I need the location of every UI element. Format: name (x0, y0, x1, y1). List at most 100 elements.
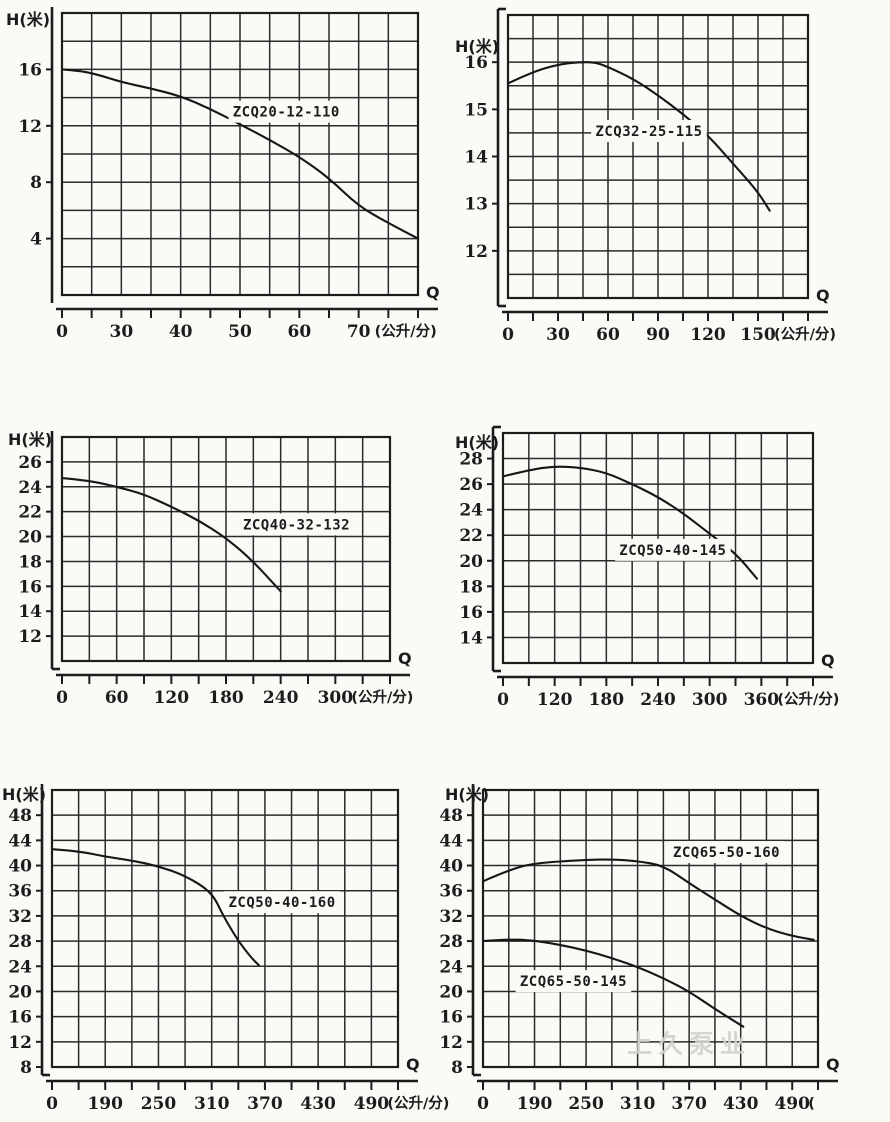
y-tick-label: 16 (8, 1008, 32, 1028)
x-tick-label: 70 (347, 322, 371, 342)
y-tick-label: 24 (18, 478, 42, 498)
y-tick-label: 36 (439, 882, 463, 902)
series-label-box (591, 120, 707, 143)
curve-zcq32-25-115 (506, 61, 771, 212)
x-tick-label: 360 (744, 690, 780, 710)
grid-lines (52, 790, 398, 1067)
y-tick-label: 8 (20, 1058, 32, 1078)
chart-block-zcq50-40-145: ZCQ50-40-145 28 26 24 22 20 18 16 14 0 120 180 240 30… (445, 418, 890, 720)
y-tick-label: 24 (8, 957, 32, 977)
chart-zcq65-50-160: 上久泵业 ZCQ65-50-160 ZCQ65-50-145 48 44 40 36 32 28… (439, 784, 840, 1114)
chart-block-zcq40-32-132: ZCQ40-32-132 26 24 22 20 18 16 14 12 0 60 120 180 240… (0, 418, 445, 720)
h-axis-label: H(米) (455, 37, 499, 56)
x-unit-label: (公升/分) (375, 323, 437, 340)
x-tick-label: 490 (774, 1094, 810, 1114)
y-axis (46, 7, 54, 303)
series-label: ZCQ32-25-115 (595, 124, 702, 140)
x-tick-label: 310 (194, 1094, 230, 1114)
y-tick-label: 12 (8, 1033, 32, 1053)
h-axis-label: H(米) (455, 433, 499, 452)
x-tick-label: 0 (56, 322, 68, 342)
chart-zcq50-40-160: ZCQ50-40-160 48 44 40 36 32 28 24 20 16 12 80 190 250… (2, 784, 449, 1114)
x-tick-label: 310 (620, 1094, 656, 1114)
x-tick-label: 120 (154, 688, 190, 708)
series-label: ZCQ40-32-132 (243, 517, 350, 533)
series-label-box (615, 538, 731, 561)
y-tick-label: 16 (459, 603, 483, 623)
h-axis-label: H(米) (8, 430, 52, 449)
grid-lines (62, 437, 390, 661)
x-tick-label: 240 (263, 688, 299, 708)
y-tick-label: 24 (439, 957, 463, 977)
x-tick-label: 430 (723, 1094, 759, 1114)
q-axis-label: Q (406, 1055, 420, 1074)
x-tick-label: 250 (141, 1094, 177, 1114)
chart-zcq50-40-145: ZCQ50-40-145 28 26 24 22 20 18 16 14 0 120 180 240 30… (455, 425, 839, 710)
y-axis (467, 784, 481, 1077)
grid-border (501, 431, 815, 665)
curve-zcq65-50-160 (481, 858, 815, 941)
series-label: ZCQ65-50-160 (673, 845, 780, 861)
q-axis-label: Q (426, 283, 440, 302)
y-tick-label: 44 (439, 831, 463, 851)
x-axis (46, 1079, 418, 1090)
x-tick-label: 120 (690, 325, 726, 345)
y-tick-label: 20 (439, 982, 463, 1002)
x-tick-label: 180 (208, 688, 244, 708)
h-axis-label: H(米) (6, 10, 50, 29)
q-axis-label: Q (398, 649, 412, 668)
y-axis (46, 431, 60, 671)
y-tick-label: 16 (18, 577, 42, 597)
y-tick-label: 15 (464, 100, 488, 120)
y-tick-label: 40 (439, 857, 463, 877)
x-tick-label: 370 (671, 1094, 707, 1114)
y-tick-label: 18 (18, 552, 42, 572)
x-tick-label: 150 (740, 325, 776, 345)
y-tick-label: 36 (8, 882, 32, 902)
y-tick-label: 26 (18, 453, 42, 473)
chart-block-zcq32-25-115: ZCQ32-25-115 16 15 14 13 12 0 30 60 90 120 150 (公升/分… (445, 0, 890, 345)
x-tick-label: 0 (56, 688, 68, 708)
x-tick-label: 60 (105, 688, 129, 708)
y-tick-label: 14 (459, 628, 483, 648)
y-tick-label: 28 (459, 450, 483, 470)
y-tick-label: 14 (464, 148, 488, 168)
chart-block-zcq20-12-110: ZCQ20-12-110 16 12 8 4 0 30 40 50 60 70 (公升/分) H(米) Q (0, 0, 445, 345)
y-tick-label: 32 (439, 907, 463, 927)
y-tick-label: 16 (439, 1008, 463, 1028)
x-tick-label: 250 (568, 1094, 604, 1114)
y-tick-label: 48 (439, 806, 463, 826)
y-tick-label: 26 (459, 475, 483, 495)
x-tick-label: 490 (354, 1094, 390, 1114)
x-unit-label: (公升/分) (777, 691, 839, 708)
series-label: ZCQ65-50-145 (520, 974, 627, 990)
series-label-box (668, 841, 785, 864)
series-label-box (228, 100, 345, 123)
y-tick-label: 20 (18, 528, 42, 548)
x-tick-label: 0 (502, 325, 514, 345)
grid-lines (508, 15, 808, 298)
y-tick-label: 44 (8, 831, 32, 851)
x-tick-label: 240 (640, 690, 676, 710)
watermark: 上久泵业 (627, 1029, 751, 1058)
y-tick-label: 16 (464, 53, 488, 73)
q-axis-label: Q (826, 1055, 840, 1074)
series-label-box (515, 970, 632, 993)
y-axis (487, 425, 501, 673)
x-unit-label: ( (808, 1096, 815, 1112)
x-tick-label: 40 (169, 322, 193, 342)
x-tick-label: 0 (497, 690, 509, 710)
grid-lines (483, 790, 818, 1067)
y-tick-label: 48 (8, 806, 32, 826)
x-axis (56, 673, 410, 684)
x-unit-label: (公升/分) (387, 1095, 449, 1112)
curve-zcq50-40-145 (501, 465, 759, 580)
y-tick-label: 20 (459, 552, 483, 572)
y-tick-label: 22 (18, 503, 42, 523)
series-label: ZCQ50-40-160 (229, 895, 336, 911)
curve-zcq20-12-110 (60, 68, 420, 240)
h-axis-label: H(米) (445, 785, 489, 804)
x-unit-label: (公升/分) (351, 689, 413, 706)
x-tick-label: 90 (646, 325, 670, 345)
y-tick-label: 20 (8, 982, 32, 1002)
